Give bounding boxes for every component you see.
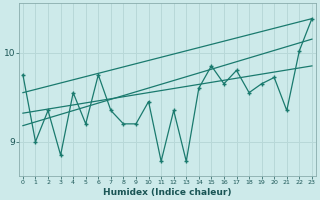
X-axis label: Humidex (Indice chaleur): Humidex (Indice chaleur) [103,188,232,197]
